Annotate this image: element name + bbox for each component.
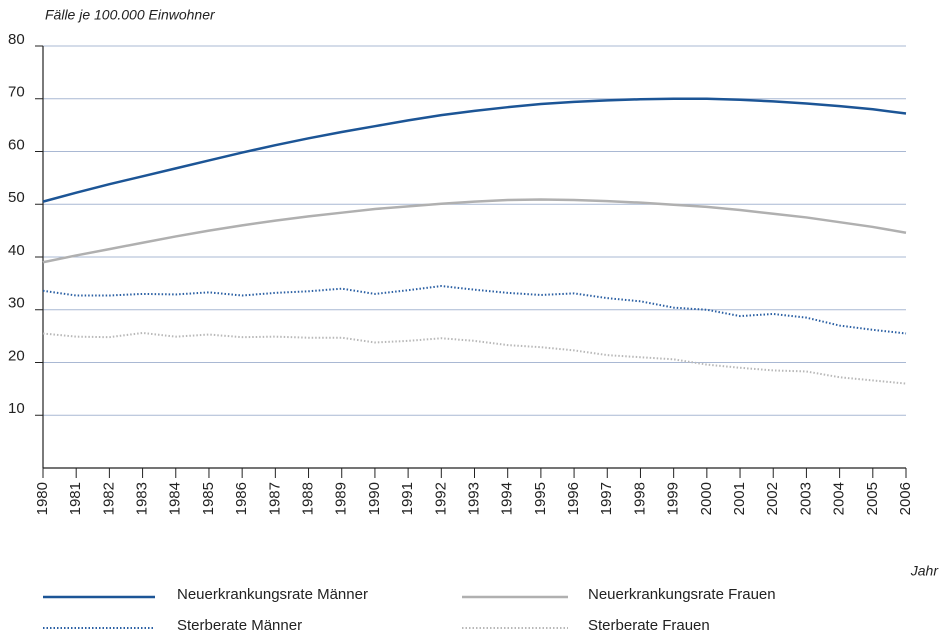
legend-label: Sterberate Frauen [588,617,710,634]
x-tick-label: 1994 [499,482,516,515]
series-line [42,97,907,203]
series-line [42,198,907,264]
y-tick-label: 40 [8,242,25,259]
y-tick-label: 30 [8,295,25,312]
x-axis-label: Jahr [910,563,940,579]
x-tick-label: 1982 [100,482,117,515]
y-tick-label: 60 [8,136,25,153]
x-tick-label: 1993 [465,482,482,515]
x-tick-label: 2003 [797,482,814,515]
x-tick-label: 1986 [233,482,250,515]
x-tick-label: 1981 [67,482,84,515]
x-tick-label: 2005 [864,482,881,515]
x-tick-label: 2000 [698,482,715,515]
x-tick-label: 1995 [532,482,549,515]
x-tick-label: 2001 [731,482,748,515]
x-tick-label: 1980 [34,482,51,515]
x-tick-label: 1985 [200,482,217,515]
legend-label: Sterberate Männer [177,617,302,634]
x-tick-label: 2002 [764,482,781,515]
y-tick-label: 10 [8,400,25,417]
y-axis-label: Fälle je 100.000 Einwohner [45,7,216,23]
x-tick-label: 1997 [598,482,615,515]
x-tick-label: 1990 [366,482,383,515]
y-tick-label: 80 [8,31,25,48]
x-tick-label: 1989 [333,482,350,515]
x-tick-label: 1991 [399,482,416,515]
series-line [42,285,907,335]
y-tick-label: 50 [8,189,25,206]
x-tick-label: 2004 [831,482,848,515]
x-tick-label: 1983 [134,482,151,515]
y-tick-label: 20 [8,347,25,364]
y-tick-label: 70 [8,84,25,101]
legend-label: Neuerkrankungsrate Frauen [588,586,776,603]
x-tick-label: 1984 [167,482,184,515]
x-tick-label: 1988 [300,482,317,515]
x-tick-label: 1998 [631,482,648,515]
x-tick-label: 1999 [665,482,682,515]
x-tick-label: 1996 [565,482,582,515]
x-tick-label: 2006 [897,482,914,515]
series-line [42,331,907,385]
legend-label: Neuerkrankungsrate Männer [177,586,368,603]
x-tick-label: 1992 [432,482,449,515]
x-tick-label: 1987 [266,482,283,515]
